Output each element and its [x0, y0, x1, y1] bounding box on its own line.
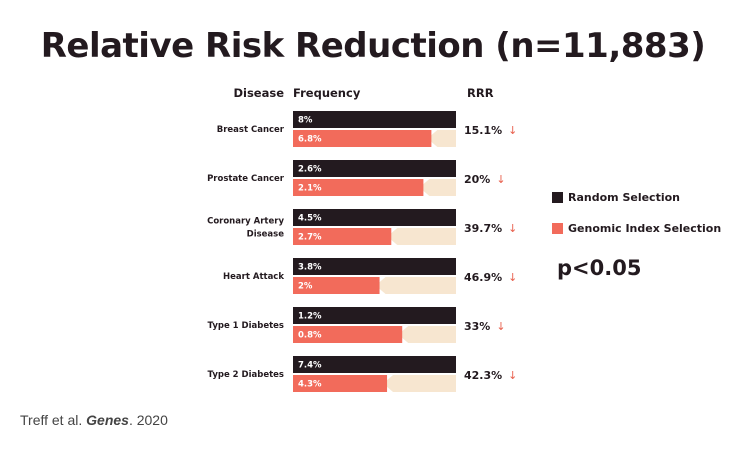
bar-label-random: 4.5% — [298, 214, 322, 224]
citation: Treff et al. Genes. 2020 — [20, 412, 168, 428]
bars-group: Breast Cancer 8% 6.8% 15.1% ↓ Prostate Cancer… — [207, 111, 517, 392]
bar-genomic — [293, 277, 380, 294]
rrr-value: 42.3% — [464, 369, 502, 382]
bar-label-random: 1.2% — [298, 312, 322, 322]
bar-random — [293, 307, 456, 324]
chart-title: Relative Risk Reduction (n=11,883) — [40, 26, 706, 66]
bar-label-random: 2.6% — [298, 165, 322, 175]
bar-genomic — [293, 228, 392, 245]
reduction-arrow — [375, 277, 456, 294]
citation-authors: Treff et al. — [20, 412, 87, 428]
citation-year: . 2020 — [128, 412, 168, 428]
bar-label-genomic: 0.8% — [298, 331, 322, 341]
bar-label-genomic: 2.7% — [298, 233, 322, 243]
header-disease: Disease — [233, 86, 284, 100]
legend-swatch-random — [552, 192, 563, 203]
category-label: Heart Attack — [223, 272, 284, 282]
legend-label-random: Random Selection — [568, 191, 680, 204]
bar-genomic — [293, 375, 388, 392]
header-frequency: Frequency — [293, 86, 361, 100]
reduction-arrow — [383, 375, 456, 392]
bar-random — [293, 160, 456, 177]
p-value-annotation: p<0.05 — [557, 256, 642, 280]
bar-label-random: 3.8% — [298, 263, 322, 273]
down-arrow-icon: ↓ — [496, 173, 505, 186]
reduction-arrow — [427, 130, 456, 147]
legend-swatch-genomic — [552, 223, 563, 234]
rrr-value: 15.1% — [464, 124, 502, 137]
bar-label-random: 8% — [298, 116, 313, 126]
bar-random — [293, 209, 456, 226]
category-label: Coronary Artery — [207, 217, 284, 227]
down-arrow-icon: ↓ — [508, 271, 517, 284]
header-rrr: RRR — [467, 86, 494, 100]
bar-genomic — [293, 130, 432, 147]
bar-label-genomic: 4.3% — [298, 380, 322, 390]
category-label: Breast Cancer — [217, 125, 285, 135]
legend-label-genomic: Genomic Index Selection — [568, 222, 722, 235]
bar-label-genomic: 2.1% — [298, 184, 322, 194]
down-arrow-icon: ↓ — [496, 320, 505, 333]
down-arrow-icon: ↓ — [508, 222, 517, 235]
bar-genomic — [293, 179, 424, 196]
rrr-value: 33% — [464, 320, 490, 333]
bar-random — [293, 258, 456, 275]
bar-genomic — [293, 326, 403, 343]
reduction-arrow — [387, 228, 456, 245]
citation-journal: Genes — [86, 412, 129, 428]
reduction-arrow — [398, 326, 456, 343]
down-arrow-icon: ↓ — [508, 124, 517, 137]
rrr-value: 39.7% — [464, 222, 502, 235]
category-label: Type 2 Diabetes — [208, 370, 284, 380]
bar-label-random: 7.4% — [298, 361, 322, 371]
category-label: Disease — [247, 230, 285, 240]
bar-random — [293, 111, 456, 128]
category-label: Prostate Cancer — [207, 174, 285, 184]
reduction-arrow — [419, 179, 456, 196]
rrr-value: 20% — [464, 173, 490, 186]
bar-label-genomic: 6.8% — [298, 135, 322, 145]
category-label: Type 1 Diabetes — [208, 321, 284, 331]
bar-random — [293, 356, 456, 373]
bar-label-genomic: 2% — [298, 282, 313, 292]
down-arrow-icon: ↓ — [508, 369, 517, 382]
rrr-value: 46.9% — [464, 271, 502, 284]
